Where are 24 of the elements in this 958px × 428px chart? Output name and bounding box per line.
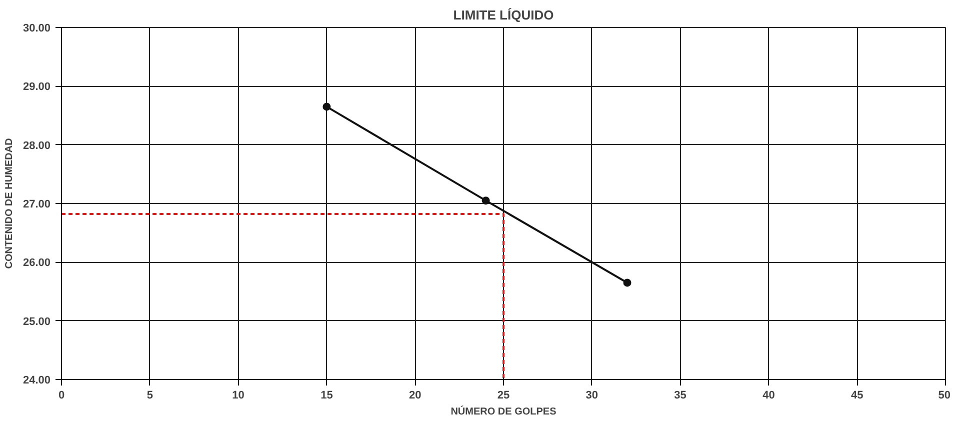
x-tick-label: 15 [320, 390, 333, 402]
x-axis-title: NÚMERO DE GOLPES [450, 406, 557, 418]
y-tick-label: 24.00 [22, 374, 51, 386]
x-tick-label: 10 [232, 390, 244, 402]
x-tick-label: 5 [146, 390, 153, 402]
point [322, 102, 331, 111]
x-tick-label: 35 [674, 390, 686, 402]
x-tick-label: 40 [762, 390, 775, 402]
y-axis-title: CONTENIDO DE HUMEDAD [4, 138, 15, 269]
x-tick-label: 30 [586, 390, 598, 402]
x-tick-label: 50 [938, 390, 951, 402]
chart-title: LIMITE LÍQUIDO [453, 8, 554, 22]
point [623, 278, 632, 287]
x-tick-label: 45 [850, 390, 864, 402]
y-tick-label: 26.00 [22, 257, 51, 270]
y-tick-label: 30.00 [22, 22, 51, 34]
y-tick-label: 28.00 [22, 140, 51, 152]
y-tick-label: 27.00 [22, 198, 51, 210]
x-tick-label: 25 [497, 390, 510, 402]
y-tick-label: 29.00 [22, 81, 51, 94]
x-tick-label: 0 [58, 390, 65, 402]
x-tick-label: 20 [408, 390, 422, 402]
y-tick-label: 25.00 [22, 316, 51, 328]
point [482, 196, 490, 205]
